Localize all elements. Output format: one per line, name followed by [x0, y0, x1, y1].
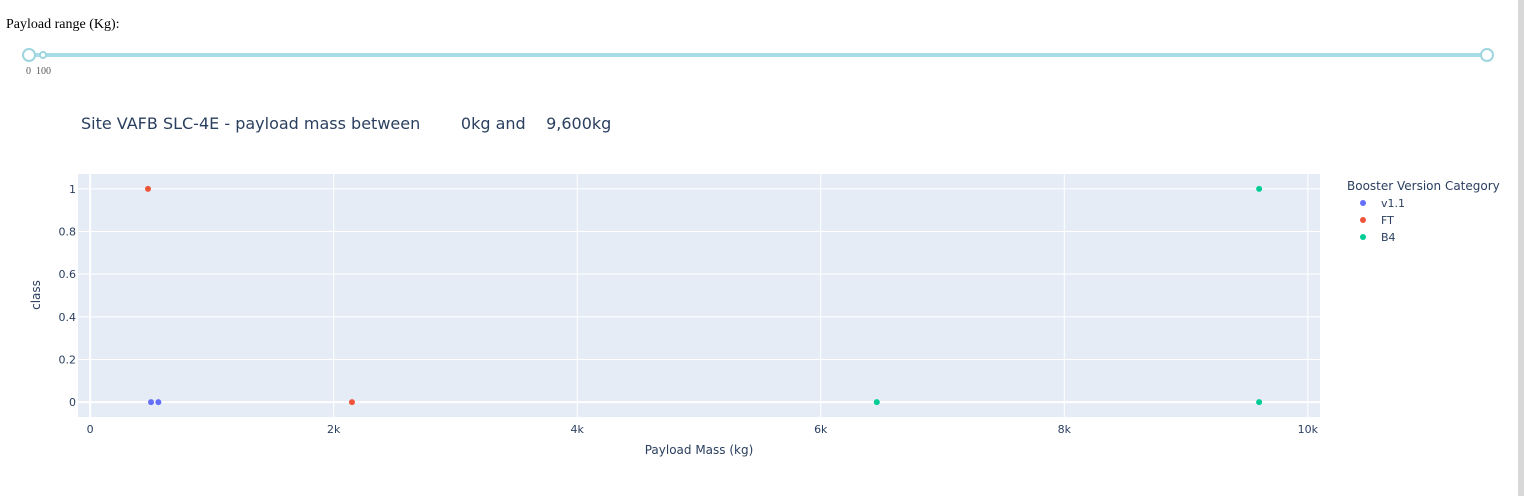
data-point-FT[interactable]: [348, 399, 355, 406]
y-tick-label: 0.4: [59, 311, 77, 324]
slider-mark-min: 0: [26, 66, 31, 77]
payload-range-label: Payload range (Kg):: [6, 17, 120, 32]
legend[interactable]: Booster Version Category v1.1 FT B4: [1347, 179, 1500, 244]
slider-max-handle[interactable]: [1480, 48, 1494, 62]
y-tick-label: 0.6: [59, 268, 77, 281]
x-axis-ticks: 0 2k 4k 6k 8k 10k: [87, 423, 1319, 436]
x-tick-label: 10k: [1298, 423, 1319, 436]
data-point-v1-1[interactable]: [155, 399, 162, 406]
data-point-v1-1[interactable]: [148, 399, 155, 406]
chart-title-site: Site VAFB SLC-4E - payload mass between: [81, 114, 421, 133]
legend-item-label[interactable]: FT: [1381, 214, 1394, 227]
legend-title: Booster Version Category: [1347, 179, 1500, 193]
y-tick-label: 0.8: [59, 226, 77, 239]
x-tick-label: 2k: [327, 423, 341, 436]
data-points: [145, 185, 1263, 406]
legend-marker[interactable]: [1360, 217, 1366, 223]
x-tick-label: 8k: [1058, 423, 1072, 436]
y-axis-ticks: 0 0.2 0.4 0.6 0.8 1: [59, 183, 77, 409]
data-point-FT[interactable]: [145, 185, 152, 192]
slider-mark-100: 100: [36, 66, 51, 77]
grid-lines: [78, 174, 1320, 417]
x-axis-label: Payload Mass (kg): [645, 443, 754, 457]
y-tick-label: 0: [69, 396, 76, 409]
chart-title-low: 0kg and: [460, 114, 526, 133]
data-point-B4[interactable]: [1256, 399, 1263, 406]
legend-item-label[interactable]: v1.1: [1381, 197, 1405, 210]
y-tick-label: 0.2: [59, 353, 77, 366]
slider-track[interactable]: [28, 53, 1487, 57]
legend-item-label[interactable]: B4: [1381, 231, 1396, 244]
x-tick-label: 4k: [571, 423, 585, 436]
data-point-B4[interactable]: [873, 399, 880, 406]
legend-marker[interactable]: [1360, 200, 1366, 206]
slider-min-handle[interactable]: [22, 48, 36, 62]
legend-marker[interactable]: [1360, 234, 1366, 240]
scrollbar[interactable]: [1518, 0, 1524, 496]
x-tick-label: 6k: [814, 423, 828, 436]
chart-title: Site VAFB SLC-4E - payload mass between …: [81, 114, 611, 133]
y-axis-label: class: [29, 280, 43, 310]
slider-step-handle[interactable]: [39, 51, 47, 59]
y-tick-label: 1: [69, 183, 76, 196]
x-tick-label: 0: [87, 423, 94, 436]
chart-title-high: 9,600kg: [546, 114, 612, 133]
data-point-B4[interactable]: [1256, 185, 1263, 192]
plot-area: [78, 174, 1320, 417]
